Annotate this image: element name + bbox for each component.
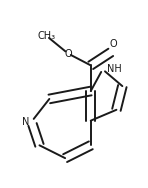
Text: N: N (22, 117, 30, 127)
Text: O: O (110, 39, 117, 49)
Text: NH: NH (107, 64, 121, 74)
Text: O: O (64, 49, 72, 58)
Text: CH₃: CH₃ (37, 31, 56, 41)
